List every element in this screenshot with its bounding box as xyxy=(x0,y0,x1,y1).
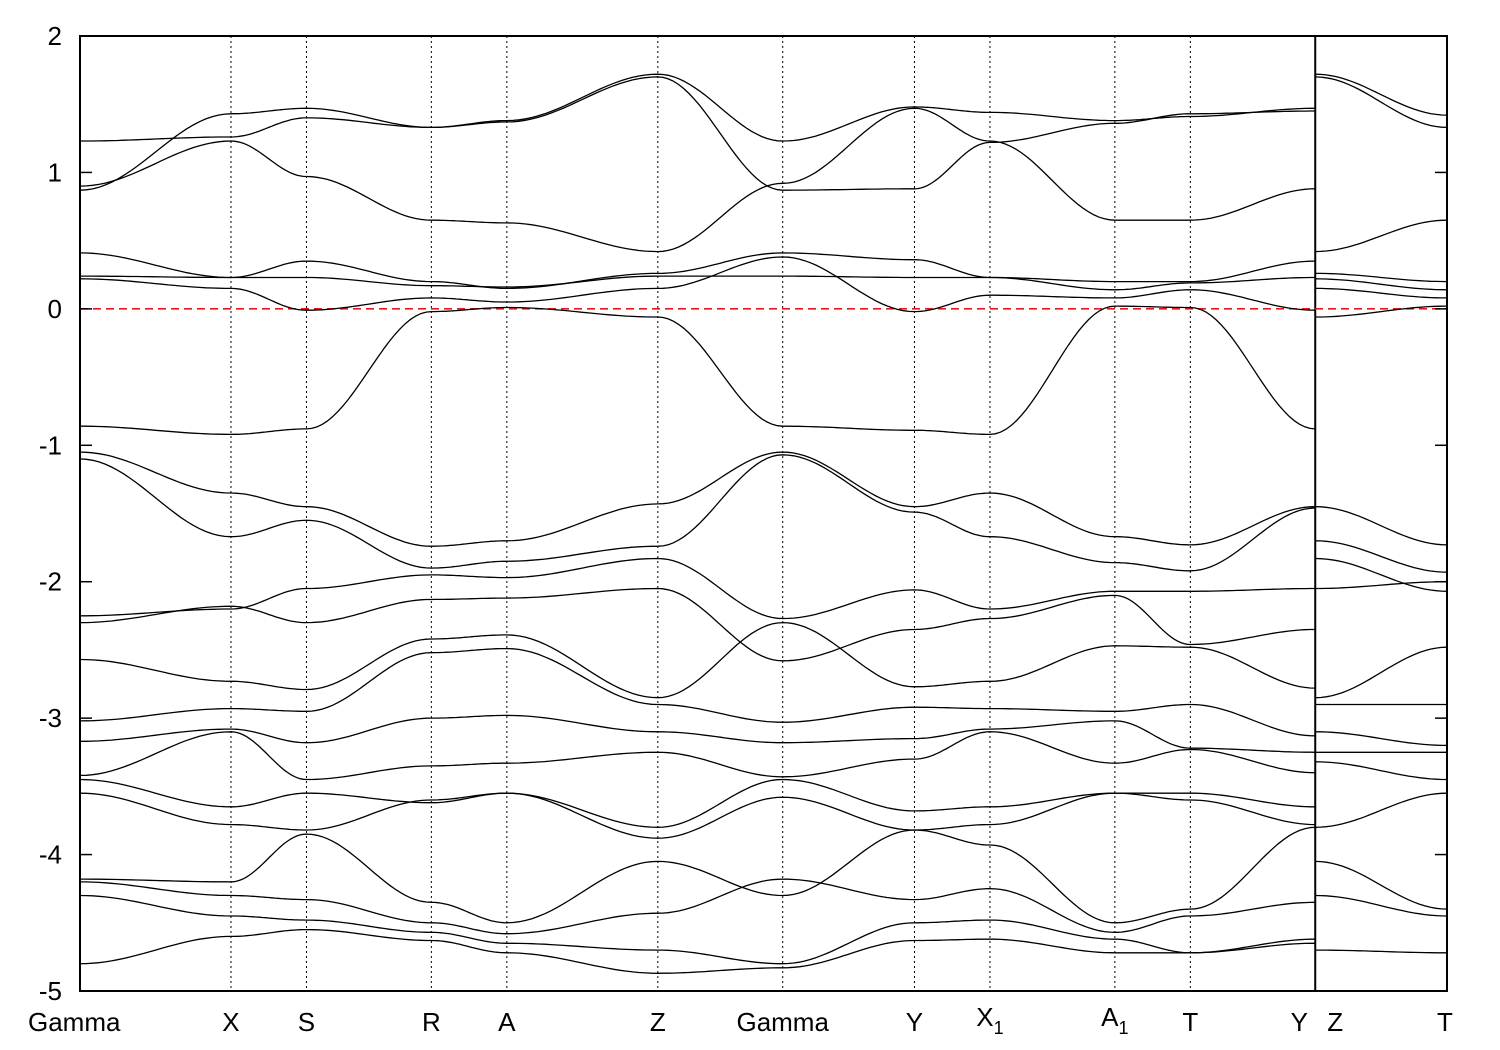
kpoint-label: T xyxy=(1437,1007,1453,1037)
band-line xyxy=(79,894,1316,965)
kpoint-label: Y xyxy=(1291,1007,1308,1037)
band-line xyxy=(79,252,1316,290)
band-line xyxy=(1315,894,1448,917)
band-line xyxy=(1315,278,1448,291)
bands-layer xyxy=(79,73,1448,974)
band-line xyxy=(1315,219,1448,253)
band-line xyxy=(1315,949,1447,954)
band-line xyxy=(1315,731,1447,747)
kpoint-label: Z xyxy=(650,1007,666,1037)
band-line xyxy=(80,878,1316,935)
kpoint-label: X xyxy=(222,1007,239,1037)
band-line xyxy=(1315,581,1447,590)
band-line xyxy=(1315,272,1448,283)
y-tick-label: 1 xyxy=(48,157,62,187)
plot-frame xyxy=(79,35,1448,992)
plot-area xyxy=(80,36,1447,991)
kpoint-label: Y xyxy=(906,1007,923,1037)
y-tick-label: -1 xyxy=(39,430,62,460)
band-line xyxy=(79,107,1316,253)
band-line xyxy=(1315,506,1448,546)
band-line xyxy=(80,275,1316,291)
band-line xyxy=(79,792,1316,839)
kpoint-label: A xyxy=(498,1007,516,1037)
kpoint-label: X1 xyxy=(976,1002,1003,1038)
band-line xyxy=(80,305,1316,436)
band-line xyxy=(1315,761,1447,781)
band-line xyxy=(80,826,1316,924)
band-line xyxy=(1315,646,1448,699)
band-line xyxy=(80,557,1316,620)
band-line xyxy=(79,731,1316,781)
band-line xyxy=(1315,557,1448,592)
band-line xyxy=(80,73,1316,142)
kpoint-label: T xyxy=(1182,1007,1198,1037)
y-tick-label: -4 xyxy=(39,840,62,870)
y-tick-label: -5 xyxy=(39,976,62,1006)
band-line xyxy=(1315,73,1448,116)
band-line xyxy=(79,928,1316,974)
kpoint-label: Z xyxy=(1327,1007,1343,1037)
band-line xyxy=(79,256,1316,313)
band-line xyxy=(79,621,1316,699)
band-line xyxy=(1315,540,1448,573)
band-line xyxy=(80,714,1316,753)
kpoint-label: R xyxy=(422,1007,441,1037)
band-line xyxy=(1315,305,1448,318)
band-line xyxy=(79,451,1316,547)
band-line xyxy=(1315,860,1448,910)
band-line xyxy=(80,587,1316,662)
y-tick-label: -2 xyxy=(39,567,62,597)
band-line xyxy=(79,454,1316,572)
band-line xyxy=(79,778,1316,828)
y-tick-label: 0 xyxy=(48,294,62,324)
kpoint-label: A1 xyxy=(1101,1002,1128,1038)
band-line xyxy=(1315,792,1448,828)
band-line xyxy=(79,76,1316,191)
y-tick-label: 2 xyxy=(48,21,62,51)
y-tick-label: -3 xyxy=(39,703,62,733)
band-line xyxy=(79,647,1316,737)
band-line xyxy=(1315,287,1447,299)
kpoint-label: S xyxy=(298,1007,315,1037)
band-line xyxy=(1315,76,1448,129)
kpoint-label: Gamma xyxy=(28,1007,121,1037)
kpoint-label: Gamma xyxy=(736,1007,829,1037)
